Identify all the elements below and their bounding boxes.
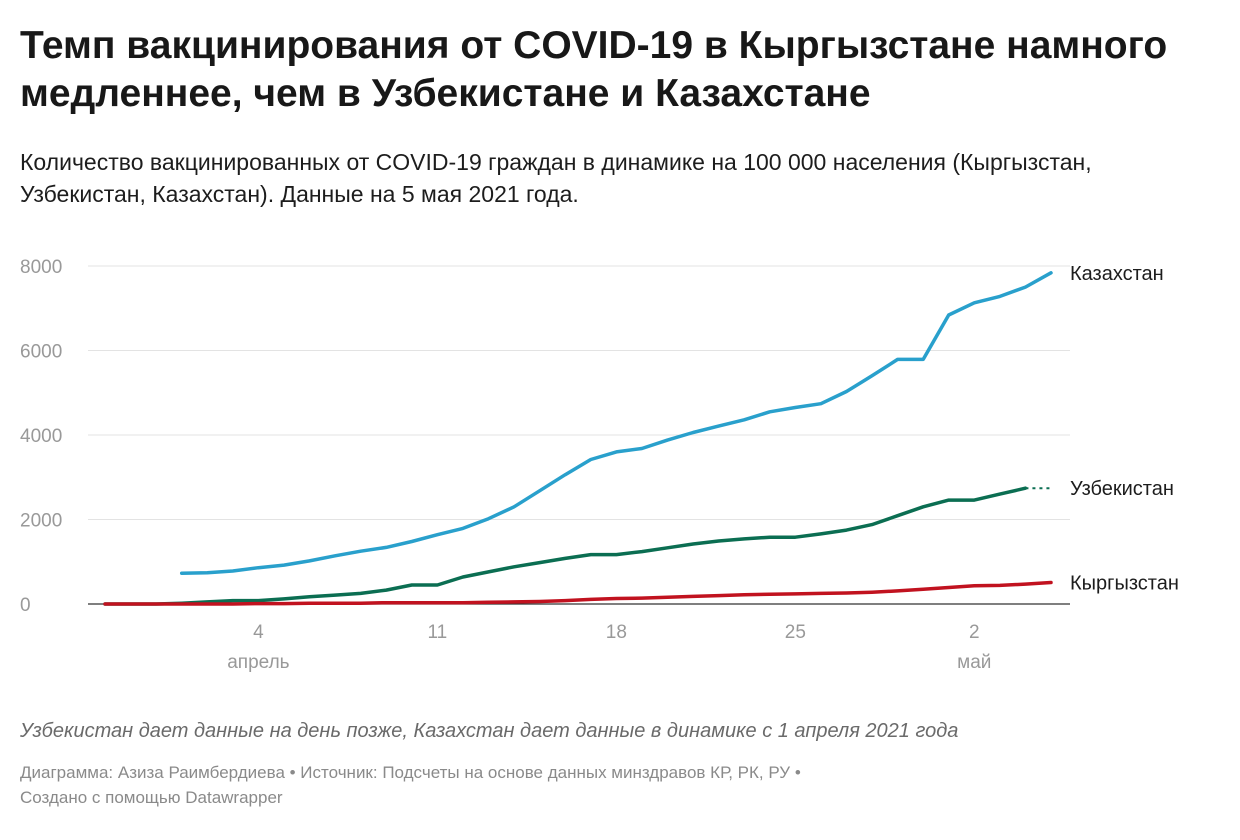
y-tick-label: 4000 (20, 426, 62, 447)
series-label-1: Узбекистан (1070, 478, 1174, 500)
y-tick-label: 0 (20, 595, 31, 616)
label-layer: 4 апрель 11 18 25 2 май Казахстан Узбекистан Кырг… (227, 263, 1179, 673)
series-label-0: Казахстан (1070, 263, 1164, 285)
series-label-2: Кыргызстан (1070, 572, 1179, 594)
chart-footer: Диаграмма: Азиза Раимбердиева • Источник… (20, 760, 1120, 810)
x-tick-label: 4 (253, 622, 264, 643)
footer-credits: Диаграмма: Азиза Раимбердиева • Источник… (20, 763, 801, 782)
line-chart: 0 2000 4000 6000 8000 4 апрель 11 18 25 2 май Казах… (20, 257, 1179, 673)
series-layer (103, 271, 1053, 606)
footer-datawrapper: Создано с помощью Datawrapper (20, 788, 283, 807)
x-tick-label: 11 (428, 622, 448, 643)
y-tick-label: 8000 (20, 257, 62, 278)
series-line-1 (103, 486, 1028, 606)
x-tick-label: 2 (969, 622, 980, 643)
x-month-label: апрель (227, 652, 289, 673)
x-month-label: май (957, 652, 991, 673)
series-line-0 (179, 271, 1053, 575)
chart-note: Узбекистан дает данные на день позже, Ка… (20, 720, 959, 742)
grid-layer: 0 2000 4000 6000 8000 (20, 257, 1070, 616)
y-tick-label: 6000 (20, 342, 62, 363)
y-tick-label: 2000 (20, 511, 62, 532)
chart-subtitle: Количество вакцинированных от COVID-19 г… (20, 149, 1092, 207)
chart-title: Темп вакцинирования от COVID-19 в Кыргыз… (20, 24, 1168, 115)
x-tick-label: 18 (606, 622, 627, 643)
x-tick-label: 25 (785, 622, 806, 643)
series-line-2 (103, 580, 1053, 606)
